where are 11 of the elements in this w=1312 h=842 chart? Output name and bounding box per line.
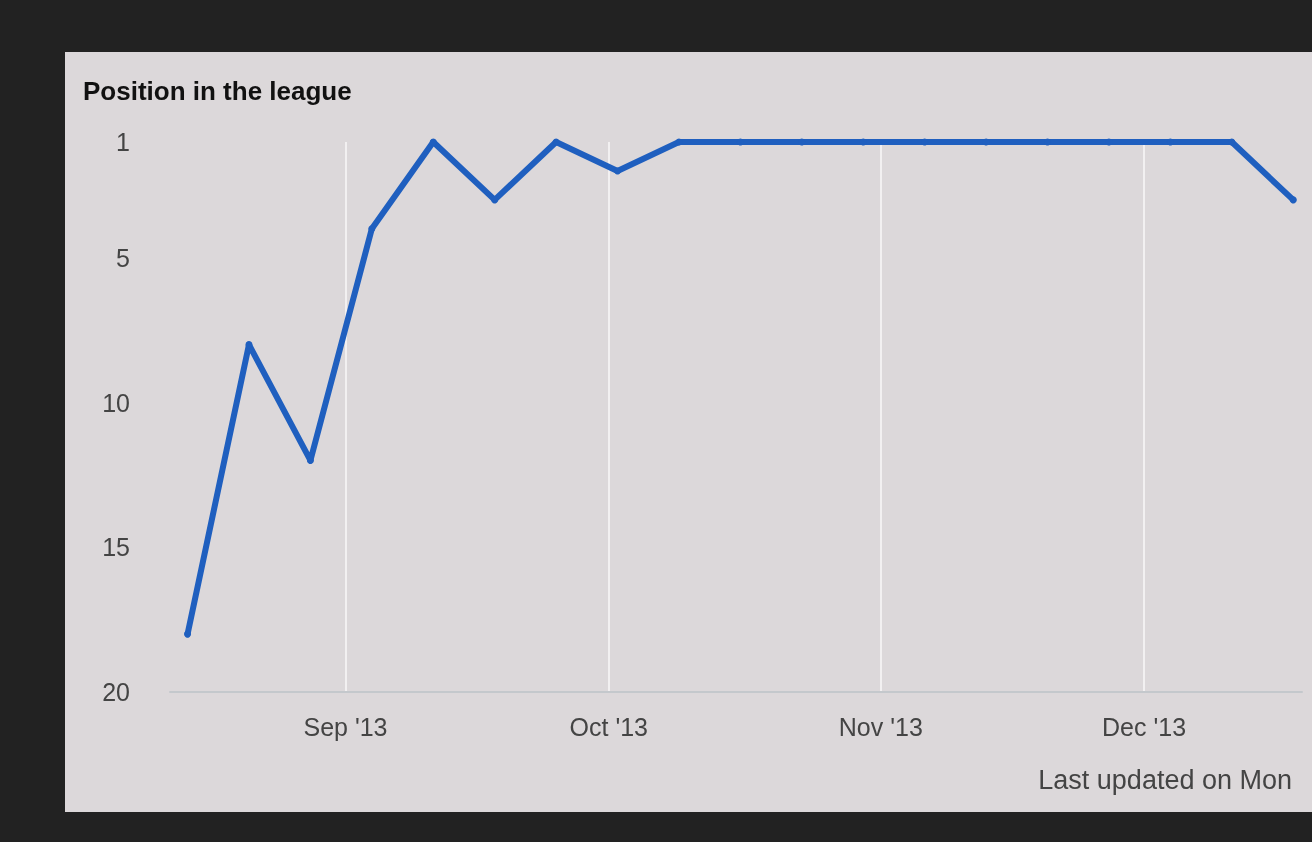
x-tick-label: Sep '13 [303, 712, 388, 741]
text: Last updated on Mon [1038, 765, 1292, 796]
y-tick-label: 1 [116, 128, 130, 156]
y-tick-label: 15 [102, 533, 130, 562]
chart-title: Position in the league [83, 76, 352, 107]
x-tick-label: Nov '13 [838, 712, 923, 741]
y-tick-label: 5 [116, 243, 130, 272]
x-tick-label: Oct '13 [569, 712, 648, 741]
x-tick-label: Dec '13 [1102, 712, 1187, 741]
y-tick-label: 10 [102, 388, 130, 417]
y-tick-label: 20 [102, 678, 130, 706]
